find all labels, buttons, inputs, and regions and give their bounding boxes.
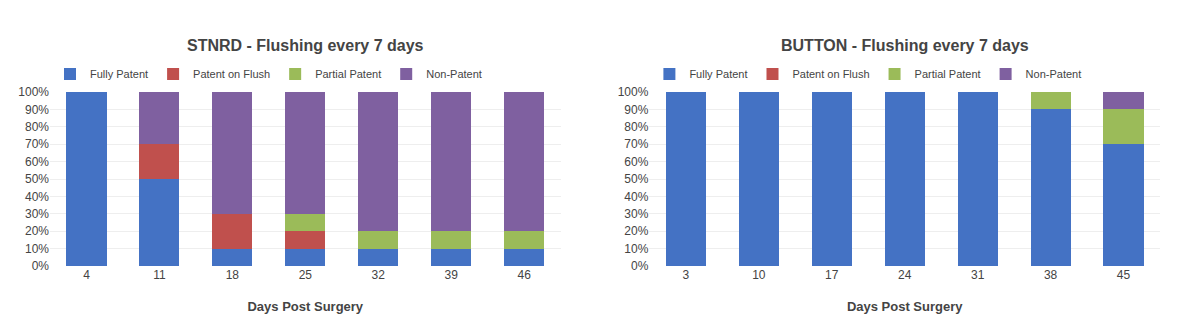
svg-text:40%: 40% [25,190,49,204]
svg-text:10%: 10% [624,242,648,256]
svg-text:50%: 50% [624,172,648,186]
svg-text:32: 32 [372,268,386,282]
svg-text:31: 31 [971,268,985,282]
svg-text:39: 39 [445,268,459,282]
svg-text:17: 17 [825,268,839,282]
svg-text:100%: 100% [18,85,49,99]
svg-text:38: 38 [1044,268,1058,282]
svg-text:70%: 70% [624,137,648,151]
svg-text:3: 3 [683,268,690,282]
svg-text:0%: 0% [32,259,50,273]
svg-text:Non-Patent: Non-Patent [1026,68,1082,80]
svg-text:10%: 10% [25,242,49,256]
svg-text:10: 10 [752,268,766,282]
svg-text:Partial Patent: Partial Patent [915,68,981,80]
svg-text:Patent on Flush: Patent on Flush [792,68,869,80]
svg-text:Fully Patent: Fully Patent [90,68,148,80]
svg-text:30%: 30% [25,207,49,221]
svg-text:0%: 0% [631,259,649,273]
svg-text:Non-Patent: Non-Patent [426,68,482,80]
svg-text:80%: 80% [624,120,648,134]
svg-text:20%: 20% [25,224,49,238]
svg-text:80%: 80% [25,120,49,134]
svg-text:60%: 60% [624,155,648,169]
svg-text:70%: 70% [25,137,49,151]
svg-text:45: 45 [1117,268,1131,282]
svg-text:40%: 40% [624,190,648,204]
svg-text:24: 24 [898,268,912,282]
svg-text:Days Post Surgery: Days Post Surgery [847,299,963,314]
svg-text:100%: 100% [618,85,649,99]
svg-text:25: 25 [299,268,313,282]
svg-text:30%: 30% [624,207,648,221]
svg-text:Days Post Surgery: Days Post Surgery [247,299,363,314]
svg-text:90%: 90% [25,103,49,117]
svg-text:18: 18 [226,268,240,282]
svg-text:Fully Patent: Fully Patent [689,68,747,80]
svg-text:11: 11 [153,268,166,282]
svg-text:90%: 90% [624,103,648,117]
svg-text:Partial Patent: Partial Patent [315,68,381,80]
svg-text:46: 46 [517,268,531,282]
svg-text:Patent on Flush: Patent on Flush [193,68,270,80]
svg-text:20%: 20% [624,224,648,238]
svg-text:4: 4 [83,268,90,282]
svg-text:BUTTON - Flushing every 7 days: BUTTON - Flushing every 7 days [781,37,1029,54]
svg-text:STNRD - Flushing every 7 days: STNRD - Flushing every 7 days [187,37,424,54]
svg-text:60%: 60% [25,155,49,169]
svg-text:50%: 50% [25,172,49,186]
